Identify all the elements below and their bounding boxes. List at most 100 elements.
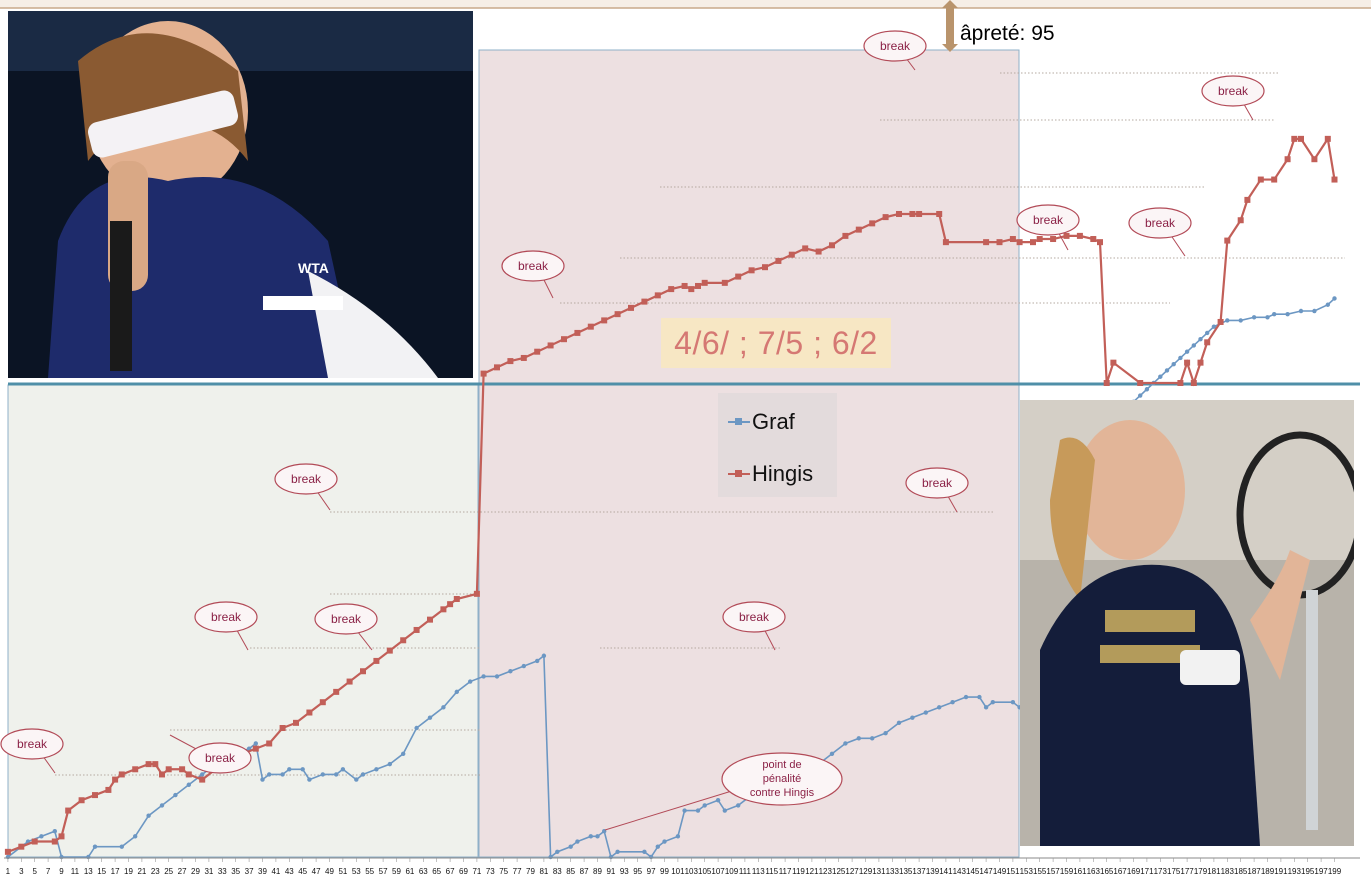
x-tick-label: 13 <box>84 867 93 876</box>
point-graf <box>186 782 191 787</box>
point-graf <box>1211 324 1217 329</box>
point-graf <box>541 653 547 658</box>
point-graf <box>923 710 928 715</box>
point-graf <box>950 700 955 705</box>
break-callout: break <box>314 603 378 651</box>
point-hingis <box>78 797 85 804</box>
point-graf <box>1251 315 1257 320</box>
point-hingis <box>802 245 809 252</box>
x-tick-label: 191 <box>1274 867 1288 876</box>
callout-bubble <box>501 250 565 282</box>
point-hingis <box>1110 359 1117 366</box>
point-graf <box>334 772 339 777</box>
point-graf <box>387 761 392 767</box>
x-tick-label: 81 <box>539 867 548 876</box>
aprete-marker-top <box>942 0 958 8</box>
point-graf <box>133 834 138 839</box>
point-graf <box>910 715 915 720</box>
point-graf <box>427 715 433 720</box>
photo-hingis: WTA <box>8 11 473 378</box>
point-graf <box>468 679 473 684</box>
point-hingis <box>688 286 695 293</box>
break-callout: break <box>1201 75 1265 121</box>
point-hingis <box>1137 380 1144 386</box>
point-hingis <box>112 776 119 783</box>
point-hingis <box>855 226 862 233</box>
point-graf <box>535 658 540 664</box>
point-graf <box>267 772 272 777</box>
point-graf <box>287 767 292 772</box>
x-tick-label: 23 <box>151 867 160 876</box>
point-hingis <box>775 257 782 264</box>
x-tick-label: 197 <box>1314 867 1328 876</box>
point-graf <box>1225 318 1230 323</box>
x-tick-label: 53 <box>352 867 361 876</box>
x-tick-label: 71 <box>472 867 481 876</box>
point-hingis <box>587 323 594 330</box>
x-tick-label: 195 <box>1301 867 1315 876</box>
aprete-marker-bottom <box>942 44 958 52</box>
point-hingis <box>983 239 990 246</box>
x-tick-label: 199 <box>1328 867 1342 876</box>
point-hingis <box>601 317 608 324</box>
point-graf <box>977 694 982 700</box>
x-tick-label: 183 <box>1221 867 1235 876</box>
point-graf <box>119 844 125 849</box>
x-tick-label: 1 <box>6 867 11 876</box>
callout-label: break <box>205 751 236 765</box>
point-graf <box>1010 700 1016 705</box>
point-hingis <box>1204 339 1211 346</box>
point-graf <box>1325 302 1331 307</box>
point-hingis <box>373 657 380 664</box>
point-hingis <box>1103 380 1110 386</box>
x-tick-label: 69 <box>459 867 468 876</box>
break-callout: break <box>722 601 786 651</box>
point-hingis <box>118 771 125 778</box>
point-hingis <box>333 688 340 695</box>
point-hingis <box>447 601 454 608</box>
x-tick-label: 143 <box>953 867 967 876</box>
x-tick-label: 63 <box>419 867 428 876</box>
callout-label: break <box>211 610 242 624</box>
point-hingis <box>1177 380 1184 386</box>
point-graf <box>682 808 687 813</box>
point-graf <box>1272 311 1277 317</box>
point-hingis <box>829 242 835 249</box>
break-callout: break <box>1016 204 1080 251</box>
point-hingis <box>788 251 795 258</box>
point-hingis <box>815 248 822 255</box>
x-tick-label: 97 <box>647 867 656 876</box>
x-tick-label: 177 <box>1180 867 1194 876</box>
point-graf <box>655 844 660 849</box>
point-hingis <box>473 590 480 597</box>
callout-bubble <box>1128 207 1192 239</box>
x-tick-label: 179 <box>1194 867 1208 876</box>
point-hingis <box>701 279 708 286</box>
point-graf <box>1265 315 1270 320</box>
point-hingis <box>534 348 541 355</box>
x-tick-label: 25 <box>164 867 173 876</box>
point-hingis <box>293 719 299 726</box>
point-hingis <box>279 725 286 731</box>
point-graf <box>548 854 553 860</box>
x-tick-label: 75 <box>499 867 508 876</box>
point-graf <box>937 705 942 710</box>
point-hingis <box>882 214 889 221</box>
x-tick-label: 29 <box>191 867 200 876</box>
x-tick-label: 131 <box>872 867 886 876</box>
x-tick-label: 125 <box>832 867 846 876</box>
x-tick-label: 137 <box>912 867 926 876</box>
x-tick-label: 153 <box>1020 867 1034 876</box>
callout-bubble <box>905 467 969 499</box>
point-graf <box>829 751 835 756</box>
point-graf <box>675 834 681 839</box>
point-hingis <box>1090 236 1097 243</box>
point-graf <box>568 844 573 849</box>
x-tick-label: 95 <box>633 867 642 876</box>
point-graf <box>1312 308 1317 314</box>
x-tick-label: 129 <box>859 867 873 876</box>
x-tick-label: 185 <box>1234 867 1248 876</box>
x-tick-label: 119 <box>792 867 805 876</box>
callout-bubble <box>188 742 252 774</box>
